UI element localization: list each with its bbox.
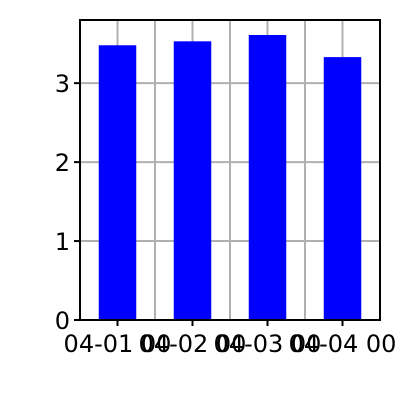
x-tick-label: 04-03 00 — [214, 330, 322, 358]
x-tick-label: 04-01 00 — [64, 330, 172, 358]
bar — [248, 35, 287, 320]
y-tick-label: 2 — [55, 149, 70, 177]
bar — [98, 45, 137, 321]
y-tick-label: 1 — [55, 228, 70, 256]
y-tick-label: 3 — [55, 70, 70, 98]
x-tick-label: 04-02 00 — [139, 330, 247, 358]
bar — [323, 57, 362, 321]
axes-frame — [79, 19, 381, 321]
y-axis-ticks: 0 1 2 3 — [55, 70, 80, 335]
bars — [98, 35, 362, 321]
bar — [173, 41, 212, 320]
x-tick-label: 04-04 00 — [289, 330, 397, 358]
y-tick-label: 0 — [55, 307, 70, 335]
